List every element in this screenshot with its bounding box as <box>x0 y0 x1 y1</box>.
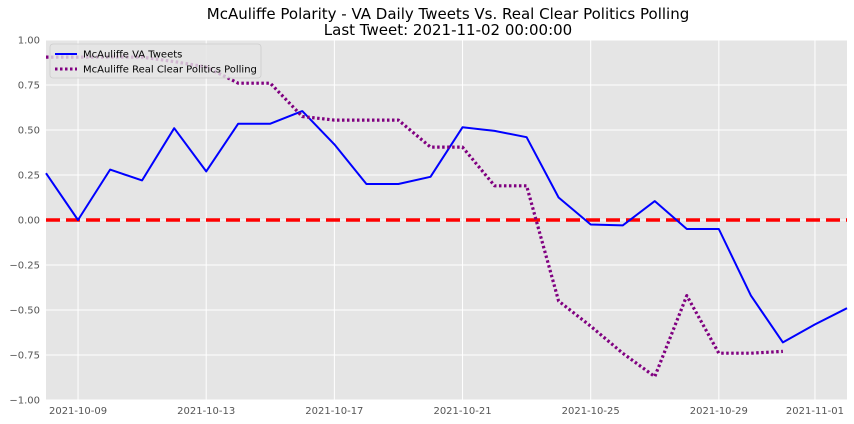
series-line-mcauliffe-real-clear-politics-polling <box>46 55 783 379</box>
x-tick-label: 2021-10-13 <box>177 406 235 417</box>
chart-subtitle: Last Tweet: 2021-11-02 00:00:00 <box>324 21 572 39</box>
y-tick-label: −0.75 <box>9 351 40 362</box>
y-tick-label: 0.00 <box>18 216 40 227</box>
y-tick-label: −0.25 <box>9 261 40 272</box>
y-tick-label: 0.75 <box>18 81 40 92</box>
y-tick-label: 0.50 <box>18 126 40 137</box>
y-tick-label: −0.50 <box>9 306 40 317</box>
x-tick-label: 2021-10-25 <box>562 406 620 417</box>
tick-labels: 1.00 0.75 0.50 0.25 0.00 −0.25 −0.50 −0.75 −1.00… <box>9 36 844 418</box>
legend-box <box>49 43 262 79</box>
x-tick-label: 2021-11-01 <box>786 406 844 417</box>
x-tick-label: 2021-10-17 <box>305 406 363 417</box>
x-tick-label: 2021-10-09 <box>49 406 107 417</box>
x-tick-label: 2021-10-21 <box>433 406 491 417</box>
grid <box>46 39 847 401</box>
series-line-mcauliffe-va-tweets <box>45 110 848 344</box>
x-tick-label: 2021-10-29 <box>690 406 748 417</box>
y-tick-label: 0.25 <box>18 171 40 182</box>
legend: McAuliffe VA Tweets McAuliffe Real Clear … <box>49 43 262 79</box>
chart-title: McAuliffe Polarity - VA Daily Tweets Vs.… <box>207 5 689 23</box>
y-tick-label: −1.00 <box>9 396 40 407</box>
y-tick-label: 1.00 <box>18 36 40 47</box>
series-group <box>45 55 848 379</box>
legend-label-mcauliffe-va-tweets: McAuliffe VA Tweets <box>83 50 182 61</box>
legend-label-mcauliffe-real-clear-politics-polling: McAuliffe Real Clear Politics Polling <box>83 65 257 76</box>
